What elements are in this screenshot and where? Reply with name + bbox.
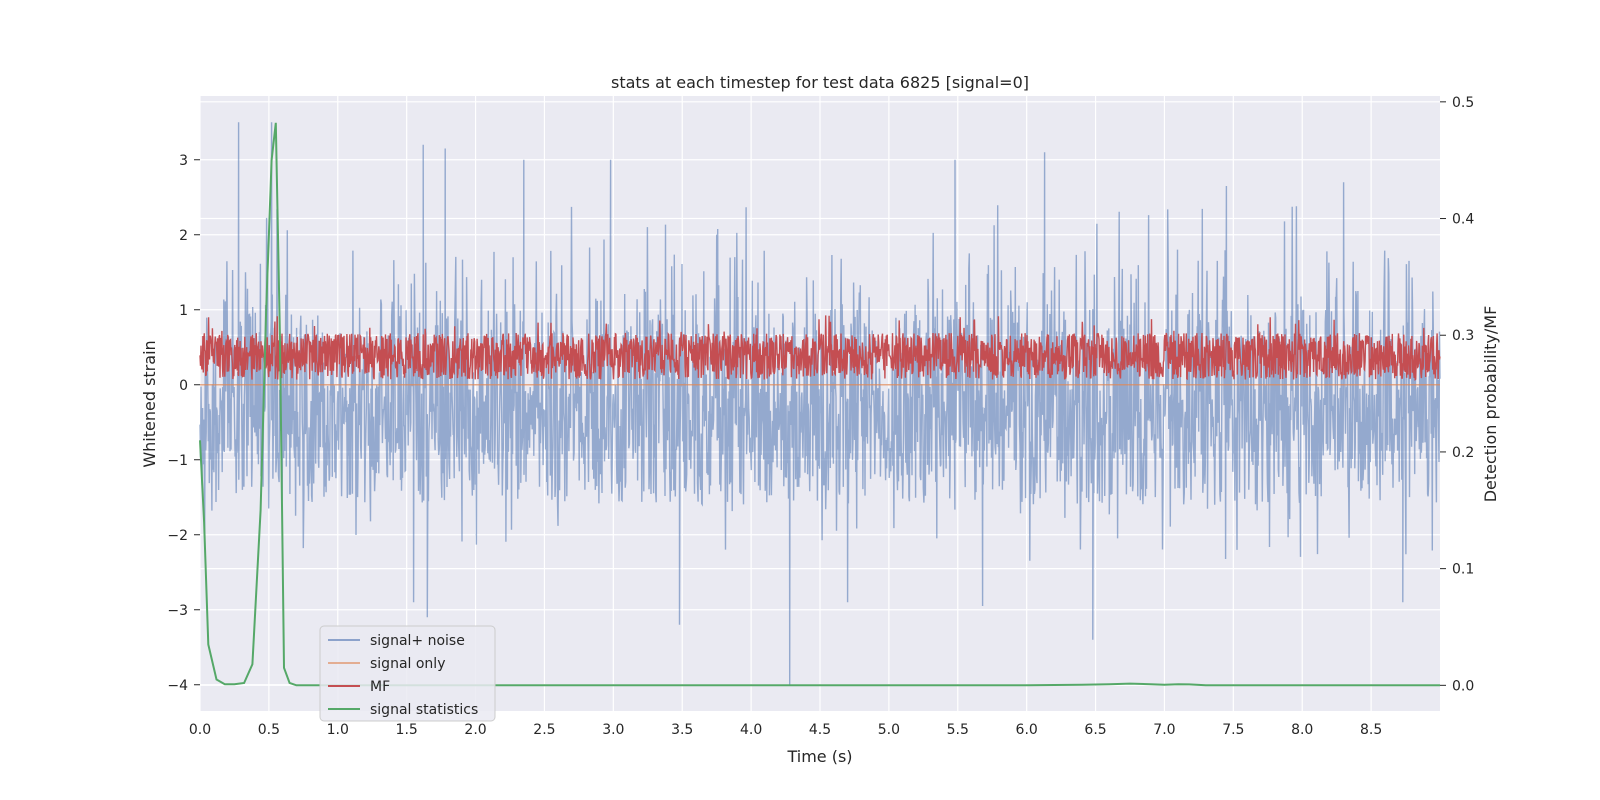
x-tick-label: 7.0 [1153,722,1175,738]
chart-title: stats at each timestep for test data 682… [611,73,1029,92]
y-right-tick-label: 0.4 [1452,212,1474,228]
series-layer [199,122,1441,687]
series-signal-statistics [199,122,1440,687]
x-tick-labels: 0.0 0.5 1.0 1.5 2.0 2.5 3.0 3.5 4.0 4.5 5.0 5.5 6.0 6… [189,722,1382,738]
x-tick-label: 0.0 [189,722,211,738]
y-axis-left-label: Whitened strain [140,340,159,467]
legend-box [319,625,496,722]
y-left-tick-label: 1 [179,303,188,319]
x-tick-label: 5.0 [878,722,900,738]
x-tick-label: 8.5 [1360,722,1382,738]
series-mf [199,315,1441,382]
legend: signal+ noise signal only MF signal stat… [319,625,496,722]
y-left-tick-labels: 3 2 1 0 −1 −2 −3 −4 [167,153,200,694]
x-axis-label: Time (s) [786,747,852,766]
legend-label-mf: MF [370,679,390,695]
legend-label-signal-only: signal only [370,656,445,672]
x-tick-label: 6.0 [1016,722,1038,738]
x-tick-label: 4.0 [740,722,762,738]
x-tick-label: 5.5 [947,722,969,738]
x-tick-label: 1.0 [327,722,349,738]
y-right-tick-label: 0.5 [1452,95,1474,111]
x-tick-label: 2.0 [464,722,486,738]
y-right-tick-labels: 0.5 0.4 0.3 0.2 0.1 0.0 [1440,95,1474,694]
x-tick-label: 6.5 [1084,722,1106,738]
y-right-tick-label: 0.2 [1452,445,1474,461]
x-tick-label: 2.5 [533,722,555,738]
y-left-tick-label: 2 [179,228,188,244]
legend-label-signal-noise: signal+ noise [370,633,465,649]
y-left-tick-label: 3 [179,153,188,169]
x-tick-label: 7.5 [1222,722,1244,738]
y-left-tick-label: −2 [167,528,188,544]
x-tick-label: 3.5 [671,722,693,738]
y-left-tick-label: −1 [167,453,188,469]
y-axis-right-label: Detection probability/MF [1481,306,1500,503]
y-left-tick-label: 0 [179,378,188,394]
x-tick-label: 8.0 [1291,722,1313,738]
y-right-tick-label: 0.3 [1452,328,1474,344]
y-left-tick-label: −4 [167,678,188,694]
y-left-tick-label: −3 [167,603,188,619]
y-right-tick-label: 0.1 [1452,562,1474,578]
series-signal-noise [199,122,1441,685]
legend-label-signal-statistics: signal statistics [370,702,478,718]
x-tick-label: 1.5 [396,722,418,738]
x-tick-label: 0.5 [258,722,280,738]
x-tick-label: 3.0 [602,722,624,738]
y-right-tick-label: 0.0 [1452,678,1474,694]
x-tick-label: 4.5 [809,722,831,738]
